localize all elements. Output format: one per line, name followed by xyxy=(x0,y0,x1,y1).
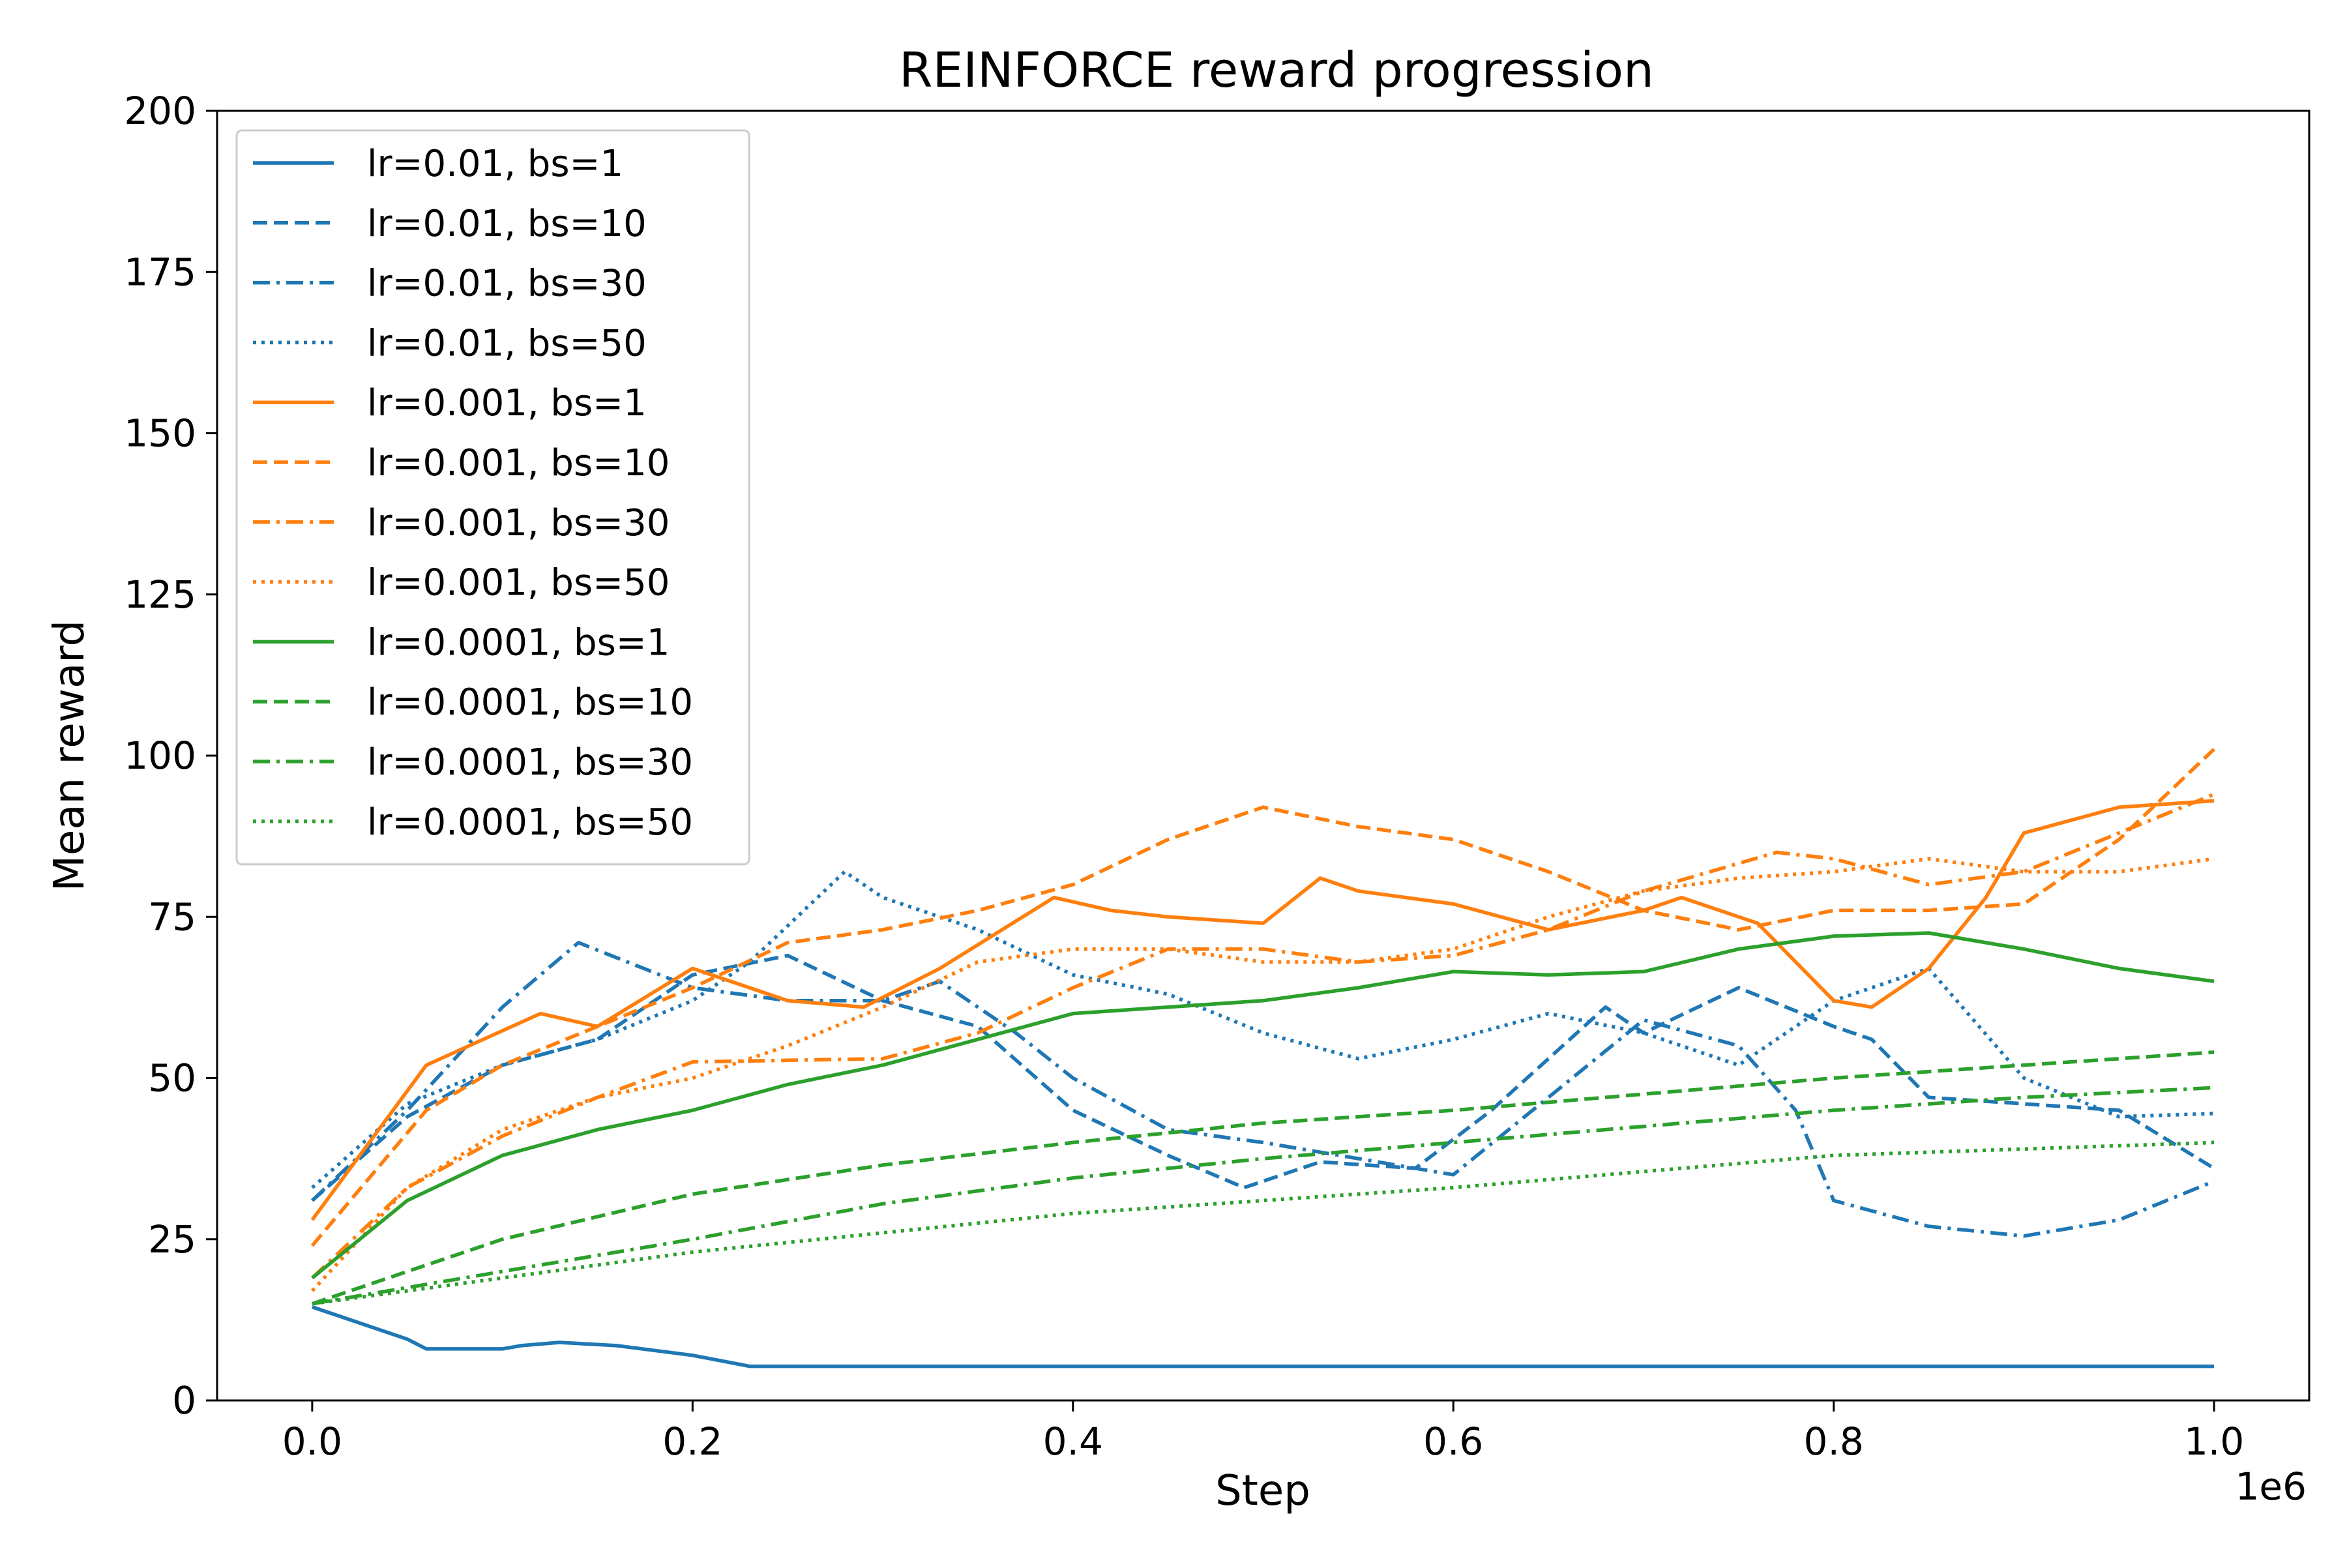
y-tick-label: 150 xyxy=(124,411,196,456)
x-tick-label: 0.2 xyxy=(662,1419,722,1464)
legend-label: lr=0.001, bs=1 xyxy=(367,382,647,424)
legend-label: lr=0.01, bs=1 xyxy=(367,143,623,185)
legend-label: lr=0.0001, bs=30 xyxy=(367,741,693,784)
y-axis: 0 25 50 75 100 125 150 175 200 xyxy=(124,89,217,1423)
series-line-6 xyxy=(310,748,2215,1247)
legend-label: lr=0.0001, bs=10 xyxy=(367,681,693,724)
legend-label: lr=0.001, bs=10 xyxy=(367,442,670,484)
y-tick-label: 175 xyxy=(124,250,196,294)
legend-label: lr=0.01, bs=10 xyxy=(367,203,647,245)
y-tick-label: 125 xyxy=(124,572,196,617)
legend-label: lr=0.001, bs=50 xyxy=(367,562,670,604)
series-line-5 xyxy=(310,799,2215,1221)
y-tick-label: 0 xyxy=(172,1378,196,1423)
y-tick-label: 100 xyxy=(124,733,196,778)
legend-box xyxy=(235,129,750,866)
legend-label: lr=0.01, bs=30 xyxy=(367,263,647,305)
legend-label: lr=0.001, bs=30 xyxy=(367,502,670,544)
legend-label: lr=0.01, bs=50 xyxy=(367,322,647,364)
chart-title: REINFORCE reward progression xyxy=(899,42,1654,98)
x-axis-label: Step xyxy=(1215,1467,1310,1515)
legend-label: lr=0.0001, bs=50 xyxy=(367,801,693,844)
x-tick-label: 1.0 xyxy=(2184,1419,2244,1464)
y-tick-label: 50 xyxy=(148,1056,196,1101)
x-tick-label: 0.8 xyxy=(1804,1419,1864,1464)
x-tick-label: 0.4 xyxy=(1043,1419,1103,1464)
series-line-2 xyxy=(311,953,2215,1202)
y-tick-label: 75 xyxy=(148,895,196,939)
series-line-1 xyxy=(312,1305,2215,1368)
series-layer xyxy=(310,748,2215,1368)
x-tick-label: 0.0 xyxy=(282,1419,342,1464)
legend: lr=0.01, bs=1 lr=0.01, bs=10 lr=0.01, bs=3… xyxy=(235,129,750,866)
series-line-10 xyxy=(312,1050,2215,1306)
y-tick-label: 25 xyxy=(148,1217,196,1262)
legend-label: lr=0.0001, bs=1 xyxy=(367,621,670,664)
x-axis: 0.0 0.2 0.4 0.6 0.8 1.0 xyxy=(282,1400,2244,1464)
y-axis-label: Mean reward xyxy=(46,620,94,891)
series-line-8 xyxy=(310,857,2215,1292)
x-tick-label: 0.6 xyxy=(1423,1419,1483,1464)
series-line-9 xyxy=(311,931,2215,1280)
series-line-11 xyxy=(312,1086,2215,1306)
y-tick-label: 200 xyxy=(124,89,196,133)
series-line-7 xyxy=(311,792,2215,1280)
series-line-3 xyxy=(311,941,2215,1238)
series-line-4 xyxy=(311,870,2215,1189)
x-offset-label: 1e6 xyxy=(2236,1464,2307,1509)
